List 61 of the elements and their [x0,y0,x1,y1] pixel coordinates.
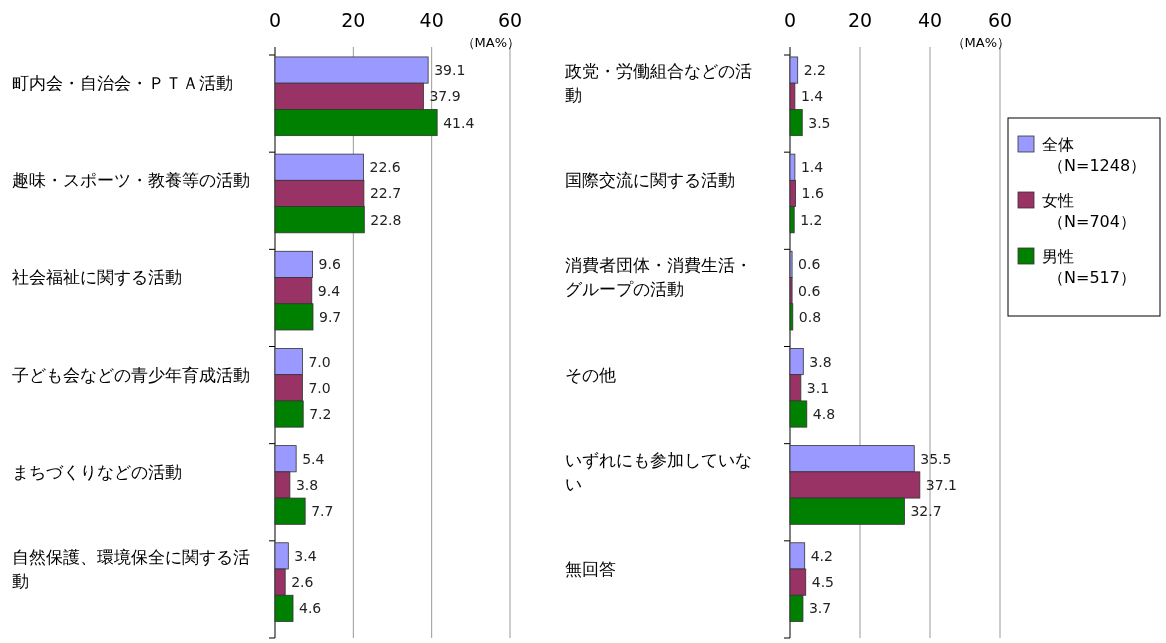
data-label: 35.5 [920,450,952,467]
x-tick-label: 40 [419,9,444,31]
data-label: 1.2 [800,211,823,228]
y-tick-label: 町内会・自治会・ＰＴＡ活動 [12,73,233,94]
y-tick-label: 趣味・スポーツ・教養等の活動 [12,170,250,191]
data-label: 3.8 [295,476,319,493]
x-tick-label: 20 [847,9,873,31]
data-label: 3.4 [294,547,317,564]
x-tick-label: 20 [341,9,366,31]
data-label: 39.1 [434,62,466,79]
y-tick-label: 社会福祉に関する活動 [12,267,182,288]
x-tick-label: 40 [917,9,943,31]
y-tick-label: 自然保護、環境保全に関する活動 [12,546,250,591]
data-label: 0.6 [798,256,821,273]
annotation: （MA%） [461,35,520,50]
data-label: 0.6 [798,282,821,299]
data-label: 3.1 [806,379,830,396]
y-tick-label: いずれにも参加していない [565,449,752,494]
legend-label: 男性（N=517） [1042,247,1136,287]
y-tick-label: 国際交流に関する活動 [565,170,735,191]
x-tick-label: 60 [497,9,523,31]
data-label: 4.5 [811,574,835,591]
x-tick-label: 0 [783,9,797,31]
data-label: 9.6 [318,256,341,273]
data-label: 22.7 [369,185,402,202]
y-tick-label: 消費者団体・消費生活・グループの活動 [565,255,752,300]
data-label: 1.4 [800,159,824,176]
data-label: 37.1 [925,476,958,493]
data-label: 37.9 [429,88,461,105]
data-label: 22.8 [370,211,402,228]
x-tick-label: 0 [268,9,282,31]
data-label: 7.2 [309,406,332,423]
data-label: 7.0 [308,379,331,396]
y-tick-label: 無回答 [565,558,616,579]
data-label: 22.6 [369,159,401,176]
y-tick-label: 政党・労働組合などの活動 [565,61,752,105]
data-label: 5.4 [302,450,325,467]
data-label: 9.7 [318,308,342,325]
data-label: 32.7 [910,503,942,520]
y-tick-label: その他 [565,364,616,385]
data-label: 4.2 [810,547,833,564]
data-label: 3.7 [808,600,832,617]
x-tick-label: 60 [987,9,1013,31]
annotation: （MA%） [951,35,1010,50]
data-label: 1.6 [801,185,824,202]
data-label: 2.6 [291,574,314,591]
data-label: 4.6 [299,600,322,617]
data-label: 2.2 [803,62,826,79]
data-label: 7.0 [308,353,331,370]
y-tick-label: まちづくりなどの活動 [12,461,182,482]
data-label: 3.8 [809,353,832,370]
legend-label: 全体（N=1248） [1042,135,1147,175]
data-label: 41.4 [443,114,475,131]
data-label: 3.5 [808,114,831,131]
y-tick-label: 子ども会などの青少年育成活動 [12,364,250,385]
data-label: 1.4 [800,88,824,105]
data-label: 0.8 [798,308,822,325]
data-label: 7.7 [311,503,334,520]
legend-label: 女性（N=704） [1042,191,1136,231]
data-label: 4.8 [812,406,836,423]
data-label: 9.4 [317,282,341,299]
